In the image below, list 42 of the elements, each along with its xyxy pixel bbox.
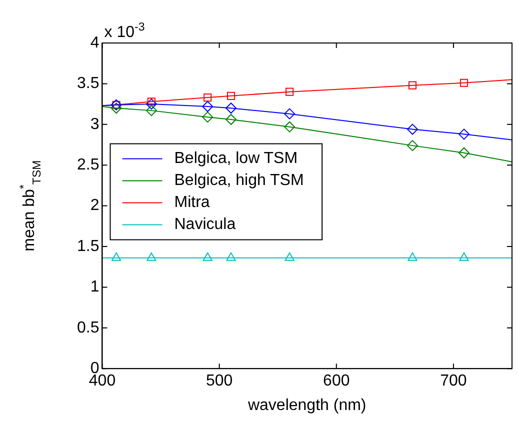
point bbox=[202, 112, 214, 123]
point bbox=[204, 94, 212, 102]
point bbox=[406, 124, 418, 135]
y-tick-label: 1 bbox=[90, 278, 100, 296]
point bbox=[286, 88, 294, 96]
point bbox=[406, 140, 418, 152]
y-tick-label: 1.5 bbox=[76, 238, 100, 255]
point bbox=[146, 105, 157, 116]
point bbox=[226, 114, 237, 126]
legend-label: Navicula bbox=[174, 216, 236, 234]
point bbox=[408, 81, 417, 90]
x-axis-title: wavelength (nm) bbox=[246, 396, 366, 414]
legend-label: Mitra bbox=[174, 194, 210, 212]
y-tick-label: 2.5 bbox=[76, 156, 100, 174]
point bbox=[284, 252, 294, 261]
point bbox=[460, 78, 468, 87]
x-tick-label: 700 bbox=[440, 372, 467, 390]
point bbox=[408, 252, 418, 261]
y-tick-label: 3.5 bbox=[76, 75, 100, 92]
point bbox=[459, 252, 469, 261]
point bbox=[202, 252, 212, 261]
y-tick-label: 4 bbox=[90, 34, 100, 52]
x-tick-label: 500 bbox=[206, 372, 233, 390]
legend-label: Belgica, high TSM bbox=[174, 172, 304, 190]
point bbox=[146, 252, 156, 261]
y-tick-label: 0.5 bbox=[76, 319, 100, 336]
point bbox=[226, 252, 236, 261]
point bbox=[458, 128, 470, 140]
x-tick-label: 600 bbox=[323, 372, 350, 390]
point bbox=[284, 108, 296, 120]
point bbox=[146, 98, 157, 110]
point bbox=[226, 92, 236, 100]
point bbox=[284, 121, 296, 132]
point bbox=[202, 100, 214, 112]
point bbox=[110, 102, 122, 114]
point bbox=[226, 102, 237, 114]
y-tick-label: 3 bbox=[90, 116, 100, 133]
point bbox=[111, 252, 122, 261]
legend-label: Belgica, low TSM bbox=[174, 150, 298, 168]
point bbox=[458, 147, 470, 158]
y-axis-title: mean bb*TSM bbox=[18, 160, 44, 252]
y-tick-label: 2 bbox=[90, 197, 100, 214]
